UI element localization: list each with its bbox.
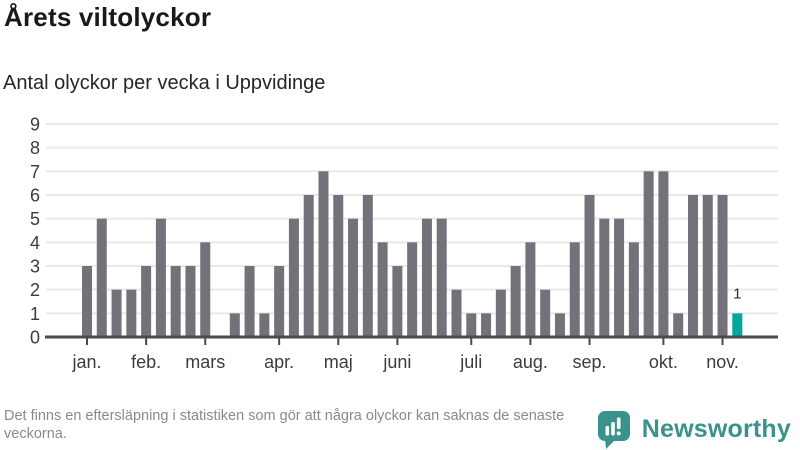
footnote-text: Det finns en eftersläpning i statistiken… [4, 408, 565, 442]
bar [481, 313, 492, 337]
bar [436, 218, 447, 337]
bar [377, 242, 388, 337]
x-tick-label: apr. [264, 352, 294, 372]
newsworthy-logo-icon [597, 411, 630, 449]
branding: Newsworthy [597, 409, 791, 449]
bar [392, 265, 403, 337]
bar [111, 289, 122, 337]
y-tick-label: 3 [30, 256, 40, 276]
bar [525, 242, 536, 337]
bar [495, 289, 506, 337]
y-tick-label: 0 [30, 328, 40, 348]
y-tick-label: 4 [30, 233, 40, 253]
bar [702, 194, 713, 337]
bar [717, 194, 728, 337]
bar [200, 242, 211, 337]
bar [643, 171, 654, 337]
brand-name: Newsworthy [641, 414, 791, 443]
bar [554, 313, 565, 337]
bar [318, 171, 329, 337]
bar [451, 289, 462, 337]
x-tick-label: okt. [649, 352, 678, 372]
bar [614, 218, 625, 337]
bar [244, 265, 255, 337]
bar [421, 218, 432, 337]
x-tick-label: juli [459, 352, 482, 372]
bar [658, 171, 669, 337]
x-tick-label: aug. [513, 352, 548, 372]
bar [229, 313, 240, 337]
bar [584, 194, 595, 337]
bar [540, 289, 551, 337]
bar [407, 242, 418, 337]
bar [510, 265, 521, 337]
bar [141, 265, 152, 337]
bar [599, 218, 610, 337]
bar [259, 313, 270, 337]
x-tick-label: nov. [706, 352, 739, 372]
bar [466, 313, 477, 337]
bar [288, 218, 299, 337]
y-tick-label: 6 [30, 185, 40, 205]
y-tick-label: 8 [30, 138, 40, 158]
bar [628, 242, 639, 337]
highlighted-bar [732, 313, 743, 337]
bar [348, 218, 359, 337]
bar [170, 265, 181, 337]
bar [687, 194, 698, 337]
y-tick-label: 5 [30, 209, 40, 229]
y-tick-label: 1 [30, 304, 40, 324]
x-tick-label: mars [185, 352, 225, 372]
chart-title: Årets viltolyckor [4, 2, 212, 32]
bar-chart: 0 1 2 3 4 5 6 7 8 9 jan. feb. mars apr. maj juni juli aug… [30, 114, 778, 372]
x-tick-label: juni [382, 352, 411, 372]
bar [303, 194, 314, 337]
y-tick-label: 2 [30, 280, 40, 300]
x-tick-label: sep. [573, 352, 607, 372]
bar [82, 265, 92, 337]
x-tick-label: feb. [131, 352, 161, 372]
x-tick-label: jan. [71, 352, 101, 372]
last-value-label: 1 [733, 285, 741, 302]
bar [569, 242, 580, 337]
x-tick-label: maj [324, 352, 353, 372]
bar [274, 265, 285, 337]
chart-subtitle: Antal olyckor per vecka i Uppvidinge [3, 72, 326, 94]
bar [96, 218, 107, 337]
y-tick-label: 7 [30, 162, 40, 182]
y-tick-label: 9 [30, 114, 40, 134]
bar [333, 194, 344, 337]
bar [673, 313, 684, 337]
bar [185, 265, 196, 337]
bar [126, 289, 137, 337]
bar [362, 194, 373, 337]
bar [155, 218, 166, 337]
